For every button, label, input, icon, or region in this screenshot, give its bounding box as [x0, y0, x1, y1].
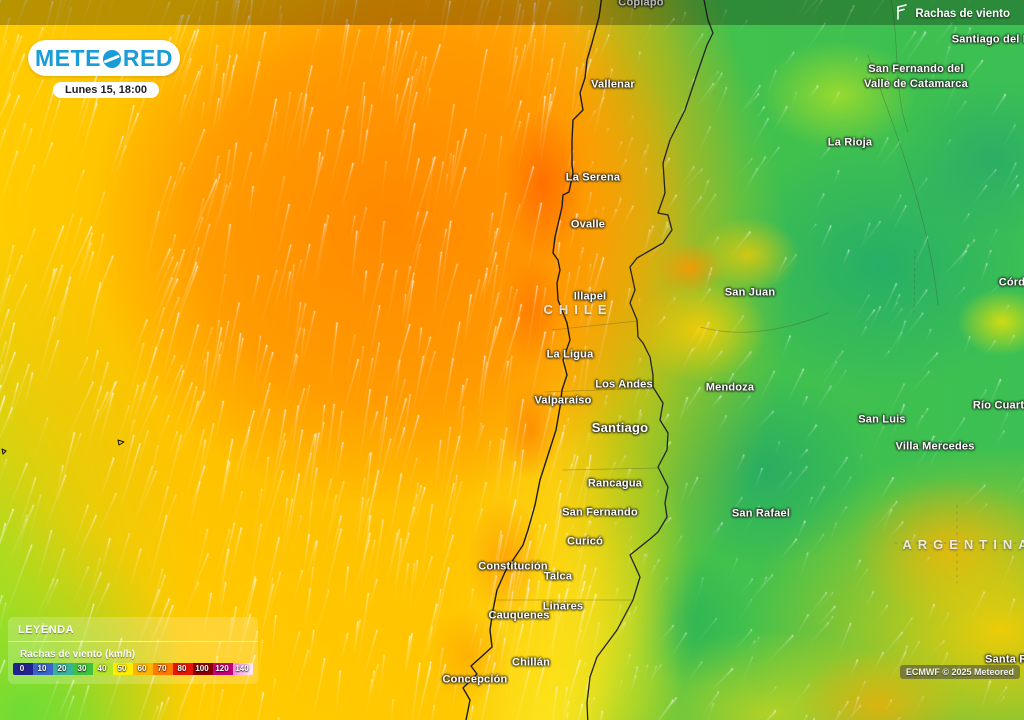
city-label: Concepción — [442, 673, 508, 686]
city-label: Talca — [543, 570, 573, 583]
meteored-o-icon — [102, 48, 122, 68]
city-label: Vallenar — [591, 78, 635, 91]
legend-tick: 10 — [37, 664, 47, 673]
city-label: Santiago del Estero — [951, 33, 1024, 46]
city-label: La Ligua — [546, 348, 594, 361]
graticule-lines — [894, 504, 1024, 584]
layer-title-text: Rachas de viento — [915, 7, 1010, 20]
city-label: San Juan — [724, 286, 776, 299]
legend-tick: 0 — [19, 664, 25, 673]
legend-tick: 30 — [77, 664, 87, 673]
province-borders — [496, 0, 939, 601]
country-label: CHILE — [543, 302, 613, 318]
legend-tick: 120 — [215, 664, 229, 673]
city-label: Santiago — [591, 420, 649, 436]
city-label: San Rafael — [731, 507, 791, 520]
city-label: San Fernando — [562, 506, 638, 519]
legend-panel: LEYENDA Rachas de viento (km/h) 0 10 20 30 4… — [8, 617, 258, 684]
legend-tick: 100 — [195, 664, 209, 673]
city-label: San Luis — [858, 413, 906, 426]
logo-text-post: RED — [122, 44, 173, 71]
legend-color-scale: 0 10 20 30 40 50 60 70 80 100 120 140 — [13, 663, 253, 675]
city-label: Curicó — [566, 535, 604, 548]
city-label: Linares — [542, 600, 584, 613]
city-label: Córdoba — [998, 276, 1024, 289]
attribution-badge: ECMWF © 2025 Meteored — [899, 665, 1020, 679]
legend-sublabel: Rachas de viento (km/h) — [20, 649, 136, 660]
city-label: Constitución — [478, 560, 548, 573]
legend-tick: 70 — [157, 664, 167, 673]
city-label: Ovalle — [570, 218, 606, 231]
legend-tick: 50 — [117, 664, 127, 673]
city-label: La Rioja — [827, 136, 873, 149]
meteored-logo[interactable]: METE RED — [28, 40, 180, 76]
city-label: La Serena — [565, 171, 621, 184]
city-label: San Fernando del Valle de Catamarca — [864, 63, 968, 90]
legend-tick: 80 — [177, 664, 187, 673]
forecast-datetime: Lunes 15, 18:00 — [53, 82, 159, 98]
layer-title: Rachas de viento — [895, 4, 1010, 23]
city-label: Villa Mercedes — [895, 440, 975, 453]
meteored-logo-text: METE RED — [35, 45, 173, 72]
city-label: Santa Rosa — [985, 653, 1024, 666]
legend-tick: 20 — [57, 664, 67, 673]
country-label: ARGENTINA — [902, 537, 1024, 553]
city-label: Chillán — [511, 656, 551, 669]
legend-tick: 140 — [235, 664, 249, 673]
city-label: Illapel — [573, 290, 607, 303]
legend-tick: 60 — [137, 664, 147, 673]
logo-text-pre: METE — [35, 44, 101, 71]
chile-argentina-border — [586, 0, 714, 720]
city-label: Mendoza — [705, 381, 755, 394]
city-label: Los Andes — [595, 378, 653, 391]
city-label: Rancagua — [587, 477, 643, 490]
legend-title: LEYENDA — [8, 621, 258, 642]
chile-coastline — [462, 0, 603, 720]
city-label: Copiapó — [618, 0, 664, 9]
city-label: Cauquenes — [488, 609, 550, 622]
wind-barb-icon — [895, 4, 908, 23]
legend-tick: 40 — [97, 664, 107, 673]
city-label: Valparaíso — [534, 394, 592, 407]
top-dark-strip — [0, 0, 1024, 25]
islands — [1, 439, 125, 455]
city-label: Río Cuarto — [972, 399, 1024, 412]
